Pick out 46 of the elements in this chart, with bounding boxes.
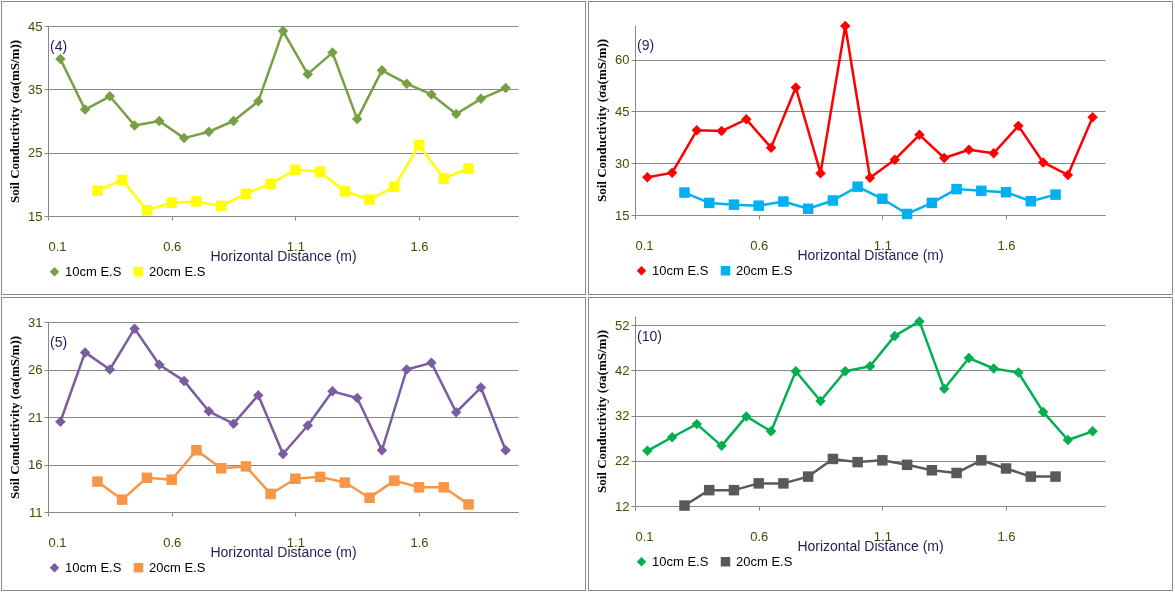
y-tick-label: 11 (29, 504, 43, 520)
x-tick-label: 0.6 (163, 534, 182, 550)
y-axis-title: Soil Conductivity (σa(mS/m)) (594, 329, 610, 494)
y-tick-label: 32 (615, 408, 630, 424)
x-tick-label: 0.1 (48, 238, 67, 254)
y-tick-label: 31 (28, 314, 43, 330)
legend-label: 10cm E.S (652, 262, 709, 278)
y-tick-label: 45 (28, 18, 43, 34)
legend-label: 10cm E.S (65, 559, 122, 575)
annotation: (5) (50, 334, 68, 350)
legend-label: 10cm E.S (652, 553, 709, 569)
y-tick-label: 42 (615, 362, 630, 378)
y-tick-label: 15 (28, 208, 43, 224)
legend-label: 10cm E.S (65, 263, 122, 279)
annotation: (9) (637, 37, 655, 53)
legend-label: 20cm E.S (149, 559, 206, 575)
y-tick-label: 16 (28, 457, 43, 472)
x-tick-label: 0.1 (635, 237, 654, 253)
x-tick-label: 1.6 (997, 528, 1016, 544)
y-tick-label: 45 (615, 103, 630, 119)
legend-label: 20cm E.S (149, 263, 206, 279)
legend-label: 20cm E.S (736, 262, 793, 278)
x-tick-label: 1.6 (410, 238, 429, 254)
y-tick-label: 52 (615, 317, 630, 333)
y-tick-label: 26 (28, 362, 43, 377)
x-tick-label: 1.6 (410, 534, 429, 550)
y-tick-label: 22 (615, 453, 630, 469)
y-axis-title: Soil Conductivity (σa(mS/m)) (7, 335, 23, 500)
x-tick-label: 0.6 (163, 238, 182, 254)
y-tick-label: 21 (28, 409, 43, 425)
annotation: (10) (637, 328, 662, 344)
x-tick-label: 0.6 (750, 237, 769, 253)
legend-label: 20cm E.S (736, 553, 793, 569)
y-tick-label: 15 (615, 207, 630, 223)
x-tick-label: 0.1 (48, 534, 67, 550)
y-tick-label: 30 (615, 155, 630, 171)
y-tick-label: 35 (28, 81, 43, 97)
x-tick-label: 1.6 (997, 237, 1016, 253)
y-axis-title: Soil Conductivity (σa(mS/m)) (7, 39, 23, 204)
y-tick-label: 12 (615, 498, 630, 514)
y-axis-title: Soil Conductivity (σa(mS/m)) (594, 38, 610, 203)
x-tick-label: 0.6 (750, 528, 769, 544)
annotation: (4) (50, 38, 68, 54)
x-tick-label: 0.1 (635, 528, 654, 544)
y-tick-label: 60 (615, 52, 630, 68)
y-tick-label: 25 (28, 145, 43, 161)
